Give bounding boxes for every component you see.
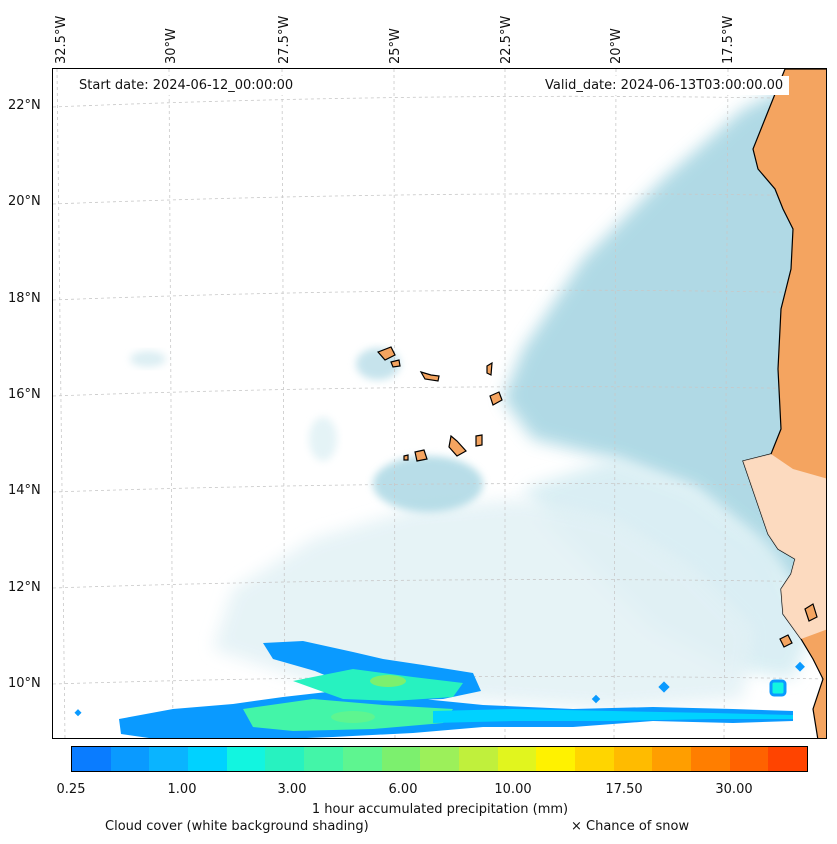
lon-label-17-5w: 17.5°W [721, 15, 736, 64]
colorbar-swatch-13 [574, 747, 614, 771]
cloud-blob-islands [373, 456, 483, 512]
colorbar-tick-6-00: 6.00 [388, 782, 418, 797]
lon-label-22-5w: 22.5°W [499, 15, 514, 64]
colorbar-swatch-15 [652, 747, 691, 771]
island-coast-1 [779, 634, 793, 648]
map-panel[interactable] [52, 68, 827, 739]
colorbar-tick-1-00: 1.00 [167, 782, 197, 797]
colorbar-swatch-2 [149, 747, 189, 771]
colorbar-swatch-3 [188, 747, 227, 771]
colorbar-swatch-18 [768, 747, 808, 771]
colorbar-swatch-1 [110, 747, 150, 771]
colorbar-swatch-0 [72, 747, 111, 771]
colorbar-tick-10-00: 10.00 [494, 782, 532, 797]
lat-label-18n: 18°N [8, 291, 41, 306]
colorbar-swatch-7 [342, 747, 382, 771]
colorbar-swatch-11 [497, 747, 537, 771]
lat-label-16n: 16°N [8, 387, 41, 402]
lon-label-27-5w: 27.5°W [277, 15, 292, 64]
colorbar-swatch-14 [613, 747, 653, 771]
colorbar-tick-30-00: 30.00 [715, 782, 753, 797]
precip-core-3 [433, 709, 793, 723]
precip-cell-1 [658, 681, 670, 693]
island-sao-nicolau [419, 370, 440, 382]
colorbar-swatch-5 [265, 747, 305, 771]
cloud-cover-legend: Cloud cover (white background shading) [105, 819, 369, 834]
island-maio [475, 434, 483, 447]
colorbar-swatch-4 [226, 747, 266, 771]
precip-cell-3 [795, 661, 805, 672]
precip-cell-5 [74, 709, 82, 717]
colorbar-label: 1 hour accumulated precipitation (mm) [311, 802, 569, 817]
precip-cell-2 [769, 679, 787, 697]
valid-date-label: Valid_date: 2024-06-13T03:00:00.00 [539, 76, 790, 95]
colorbar-swatch-9 [420, 747, 459, 771]
island-boa-vista [489, 391, 503, 406]
precipitation-layer [74, 641, 805, 738]
colorbar-swatch-17 [729, 747, 769, 771]
precip-peak-2 [331, 711, 375, 723]
lat-label-14n: 14°N [8, 483, 41, 498]
lat-label-12n: 12°N [8, 580, 41, 595]
island-sao-vicente [390, 359, 401, 368]
colorbar-swatch-12 [536, 747, 575, 771]
colorbar-swatch-10 [458, 747, 498, 771]
cloud-blob-west [130, 351, 166, 367]
lon-label-25w: 25°W [388, 28, 403, 64]
colorbar-swatch-8 [381, 747, 421, 771]
land-layer [376, 69, 826, 738]
colorbar-swatch-6 [304, 747, 343, 771]
island-brava [403, 454, 409, 461]
lon-label-20w: 20°W [609, 28, 624, 64]
lat-label-20n: 20°N [8, 194, 41, 209]
cloud-cover-layer [130, 69, 826, 709]
island-sal [486, 361, 493, 376]
lon-label-30w: 30°W [164, 28, 179, 64]
lon-label-32-5w: 32.5°W [54, 15, 69, 64]
precip-peak [370, 675, 406, 687]
colorbar-tick-17-50: 17.50 [605, 782, 643, 797]
snow-legend: × Chance of snow [571, 819, 690, 834]
cloud-region-coast [503, 69, 826, 627]
island-santo-antao [376, 346, 396, 361]
colorbar-tick-0-25: 0.25 [56, 782, 86, 797]
graticule [53, 69, 826, 738]
cloud-blob-west-2 [309, 417, 337, 461]
lat-label-22n: 22°N [8, 98, 41, 113]
map-canvas [53, 69, 826, 738]
island-coast-2 [804, 603, 818, 622]
precipitation-colorbar [71, 746, 808, 772]
island-santiago [448, 434, 467, 457]
land-fade [743, 454, 826, 639]
precip-cell-4 [591, 694, 601, 704]
island-fogo [414, 449, 428, 462]
lat-label-10n: 10°N [8, 676, 41, 691]
start-date-label: Start date: 2024-06-12_00:00:00 [73, 76, 300, 95]
colorbar-swatch-16 [691, 747, 730, 771]
colorbar-tick-3-00: 3.00 [277, 782, 307, 797]
